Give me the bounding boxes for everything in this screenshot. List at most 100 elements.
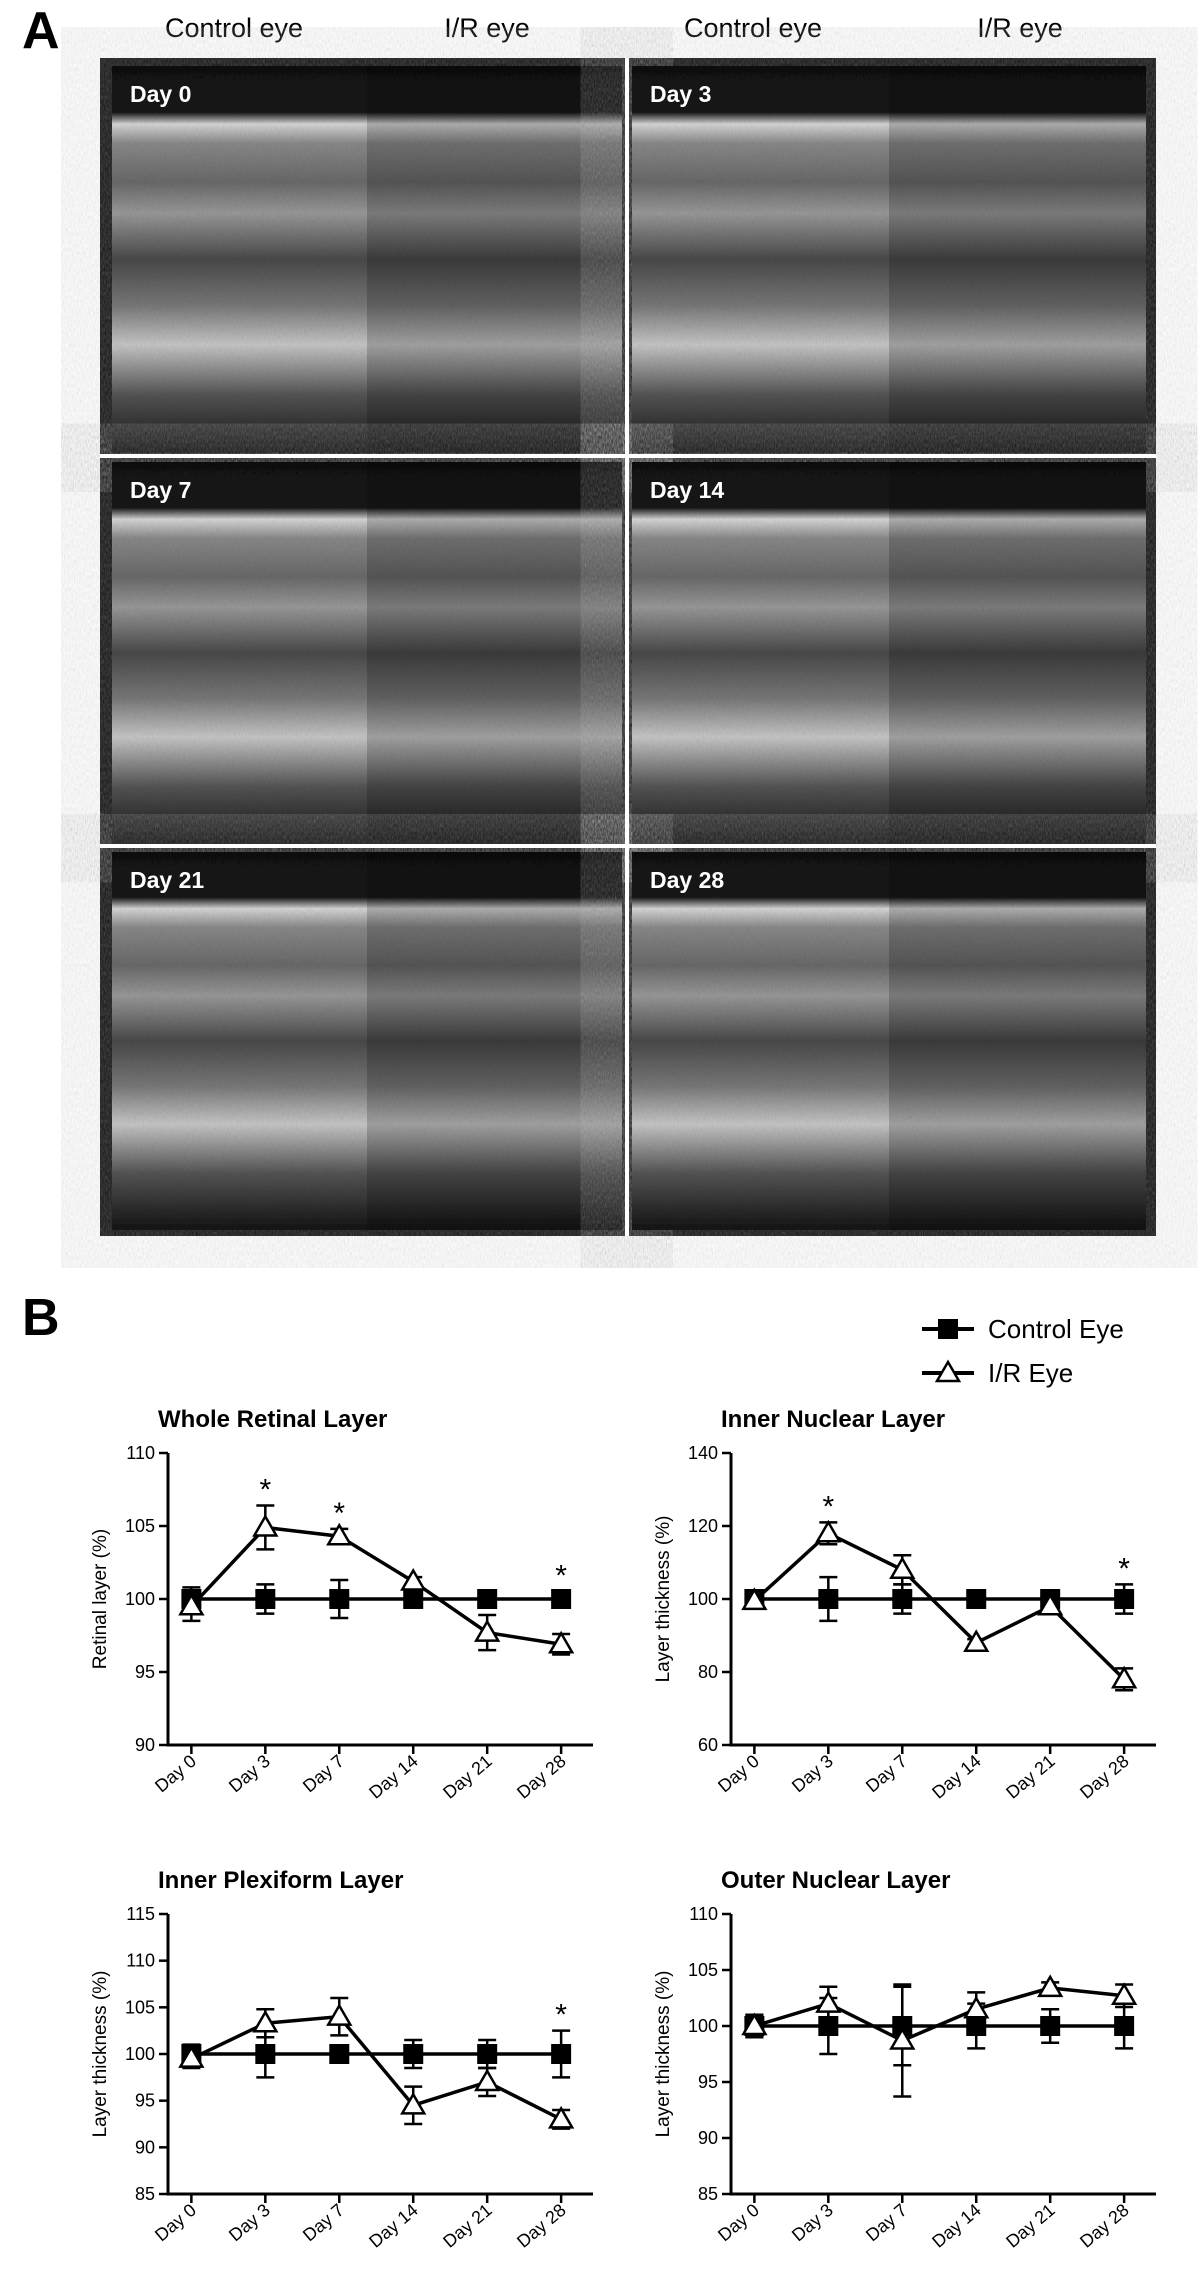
y-tick-label: 100: [688, 2016, 718, 2036]
panel-label: A: [22, 2, 60, 60]
y-axis-label: Layer thickness (%): [90, 1971, 111, 2138]
data-point: [252, 1513, 279, 1537]
data-point: [326, 1522, 353, 1546]
y-tick-label: 100: [125, 1589, 155, 1609]
ir-half-shade: [367, 66, 622, 453]
data-point: [815, 1519, 842, 1543]
x-tick-label: Day 28: [1076, 2200, 1133, 2252]
x-tick-label: Day 7: [862, 1751, 911, 1797]
significance-marker: *: [555, 1560, 567, 1593]
data-point: [1110, 1665, 1138, 1689]
y-tick-label: 80: [698, 1662, 718, 1682]
x-tick-label: Day 21: [439, 2200, 496, 2252]
y-tick-label: 85: [135, 2184, 155, 2204]
data-point: [178, 2045, 205, 2068]
significance-marker: *: [555, 1999, 567, 2032]
ir-half-shade: [367, 852, 622, 1230]
column-header: Control eye: [684, 13, 822, 43]
oct-image: [632, 462, 1146, 844]
oct-image: [112, 852, 622, 1230]
day-label: Day 14: [650, 477, 724, 503]
y-tick-label: 105: [688, 1960, 718, 1980]
data-point: [741, 1587, 768, 1611]
x-tick-label: Day 21: [439, 1751, 496, 1803]
data-point: [329, 2044, 350, 2064]
data-point: [547, 2105, 575, 2129]
oct-image: [632, 66, 1146, 453]
x-tick-label: Day 3: [225, 2200, 274, 2246]
y-tick-label: 140: [688, 1443, 718, 1463]
ir-half-shade: [889, 66, 1146, 453]
chart-title: Inner Plexiform Layer: [158, 1867, 403, 1894]
data-point: [477, 2044, 498, 2064]
y-tick-label: 90: [698, 2128, 718, 2148]
x-tick-label: Day 14: [365, 2200, 422, 2252]
significance-marker: *: [333, 1497, 345, 1530]
data-point: [326, 2003, 353, 2026]
data-point: [963, 1995, 990, 2019]
y-tick-label: 85: [698, 2184, 718, 2204]
chart-title: Outer Nuclear Layer: [721, 1867, 950, 1894]
data-point: [255, 1589, 276, 1609]
y-tick-label: 120: [688, 1516, 718, 1536]
data-point: [1040, 2016, 1061, 2036]
data-point: [892, 2016, 913, 2036]
data-point: [966, 2016, 987, 2036]
oct-image: [632, 852, 1146, 1230]
x-tick-label: Day 3: [225, 1751, 274, 1797]
data-point: [1110, 1982, 1138, 2006]
data-point: [400, 1567, 427, 1591]
x-tick-label: Day 28: [513, 2200, 570, 2252]
data-point: [474, 1619, 501, 1642]
x-tick-label: Day 21: [1002, 2200, 1059, 2252]
x-tick-label: Day 0: [714, 2200, 763, 2246]
y-tick-label: 60: [698, 1735, 718, 1755]
data-point: [892, 1589, 913, 1609]
data-point: [329, 1589, 350, 1609]
significance-marker: *: [822, 1490, 834, 1523]
y-tick-label: 100: [125, 2044, 155, 2064]
y-tick-label: 95: [135, 2091, 155, 2111]
x-tick-label: Day 28: [513, 1751, 570, 1803]
day-label: Day 28: [650, 867, 724, 893]
y-tick-label: 95: [698, 2072, 718, 2092]
day-label: Day 3: [650, 81, 711, 107]
x-tick-label: Day 3: [788, 1751, 837, 1797]
y-axis-label: Layer thickness (%): [653, 1516, 674, 1683]
x-tick-label: Day 14: [928, 1751, 985, 1803]
significance-marker: *: [259, 1474, 271, 1507]
x-tick-label: Day 0: [714, 1751, 763, 1797]
x-tick-label: Day 21: [1002, 1751, 1059, 1803]
column-header: I/R eye: [977, 13, 1063, 43]
x-tick-label: Day 0: [151, 1751, 200, 1797]
y-tick-label: 105: [125, 1997, 155, 2017]
data-point: [403, 2044, 424, 2064]
ir-half-shade: [367, 462, 622, 844]
oct-image: [112, 66, 622, 453]
legend-label: Control Eye: [988, 1314, 1124, 1344]
data-point: [963, 1629, 990, 1653]
day-label: Day 0: [130, 81, 191, 107]
y-tick-label: 90: [135, 1735, 155, 1755]
data-point: [1037, 1974, 1064, 1998]
series-line: [190, 1525, 562, 1646]
ir-half-shade: [889, 462, 1146, 844]
data-point: [1114, 2016, 1135, 2036]
x-tick-label: Day 3: [788, 2200, 837, 2246]
x-tick-label: Day 28: [1076, 1751, 1133, 1803]
x-tick-label: Day 14: [365, 1751, 422, 1803]
x-tick-label: Day 7: [862, 2200, 911, 2246]
data-point: [474, 2068, 501, 2092]
data-point: [818, 2016, 839, 2036]
x-tick-label: Day 7: [299, 1751, 348, 1797]
ir-half-shade: [889, 852, 1146, 1230]
y-tick-label: 105: [125, 1516, 155, 1536]
data-point: [252, 2009, 279, 2033]
series-line: [190, 2014, 562, 2121]
oct-image: [112, 462, 622, 844]
significance-marker: *: [1118, 1552, 1130, 1585]
column-header: Control eye: [165, 13, 303, 43]
series-line: [753, 1986, 1125, 2043]
y-tick-label: 115: [126, 1904, 155, 1924]
